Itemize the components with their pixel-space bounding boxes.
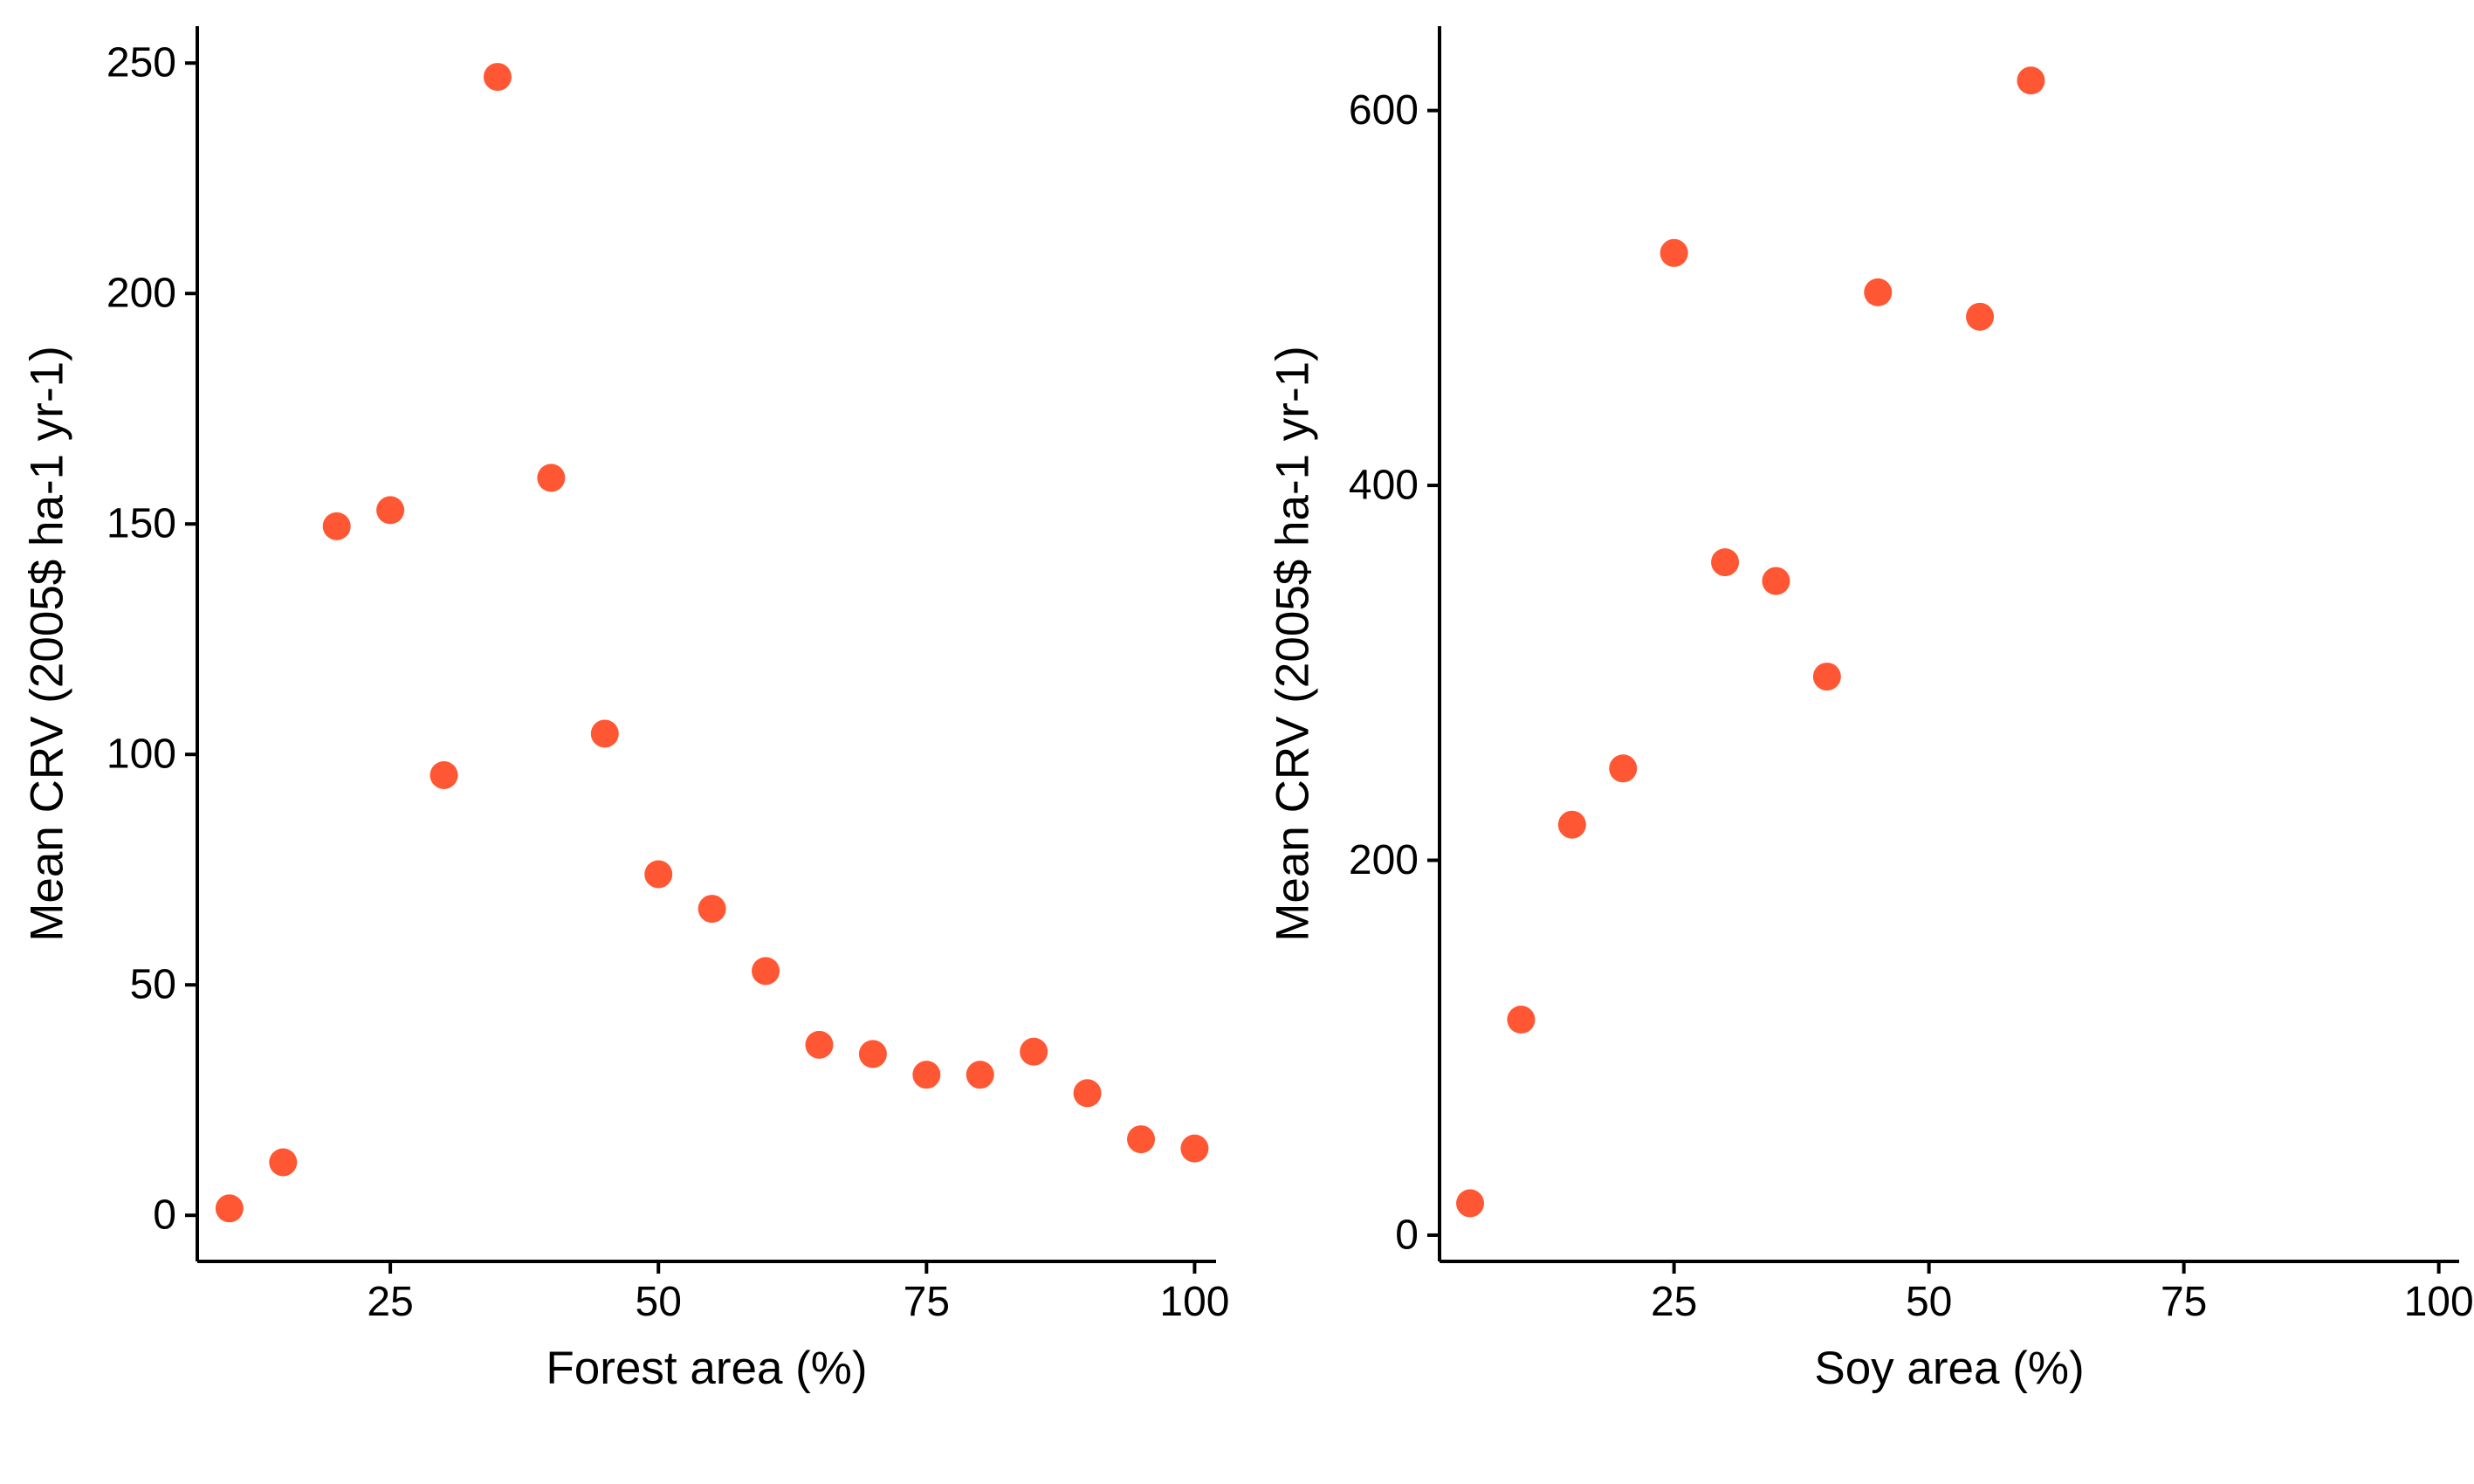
forest-y-axis-title: Mean CRV (2005$ ha-1 yr-1) xyxy=(22,346,73,941)
soy-data-point xyxy=(2017,66,2045,95)
forest-data-point xyxy=(376,496,405,525)
forest-x-tick-label: 100 xyxy=(1159,1279,1229,1325)
forest-data-point xyxy=(858,1040,887,1068)
soy-data-point xyxy=(1966,302,1995,331)
forest-data-point xyxy=(752,957,780,986)
soy-y-axis-title: Mean CRV (2005$ ha-1 yr-1) xyxy=(1268,346,1319,941)
soy-data-point xyxy=(1660,238,1688,267)
forest-data-point xyxy=(1180,1134,1209,1163)
soy-data-point xyxy=(1762,567,1790,595)
soy-y-tick-label: 600 xyxy=(1349,87,1419,134)
forest-area-panel: 0 50 100 150 200 250 25 50 75 100 Forest area (%) M… xyxy=(22,26,1229,1394)
forest-y-tick-label: 50 xyxy=(130,962,176,1008)
soy-y-tick-label: 400 xyxy=(1349,463,1419,509)
forest-data-point xyxy=(215,1194,244,1223)
forest-data-point xyxy=(966,1061,994,1089)
forest-y-tick-label: 100 xyxy=(107,732,176,778)
forest-data-point xyxy=(912,1061,941,1089)
forest-y-tick-label: 150 xyxy=(107,501,176,547)
forest-y-tick-label: 0 xyxy=(153,1192,176,1239)
forest-data-point xyxy=(698,895,726,924)
forest-data-point xyxy=(805,1030,834,1059)
forest-data-point xyxy=(1073,1079,1102,1108)
forest-data-point xyxy=(430,760,458,789)
soy-x-tick-label: 50 xyxy=(1906,1279,1952,1325)
forest-data-point xyxy=(269,1148,298,1177)
forest-x-tick-label: 75 xyxy=(904,1279,950,1325)
soy-data-point xyxy=(1557,810,1586,839)
forest-data-point xyxy=(590,719,619,748)
soy-data-point xyxy=(1812,663,1841,691)
forest-data-point xyxy=(644,860,673,889)
soy-area-panel: 0 200 400 600 25 50 75 100 Soy area (%) Mean CRV … xyxy=(1268,26,2474,1394)
soy-x-tick-label: 75 xyxy=(2161,1279,2207,1325)
soy-data-point xyxy=(1609,754,1638,783)
soy-data-point xyxy=(1507,1006,1536,1034)
forest-data-point xyxy=(1127,1125,1156,1154)
soy-x-axis-title: Soy area (%) xyxy=(1814,1343,2084,1394)
forest-x-tick-label: 25 xyxy=(367,1279,413,1325)
forest-y-tick-label: 200 xyxy=(107,271,176,317)
forest-data-point xyxy=(483,63,512,92)
forest-y-tick-label: 250 xyxy=(107,40,176,86)
soy-x-tick-label: 100 xyxy=(2404,1279,2474,1325)
forest-data-point xyxy=(1020,1037,1048,1066)
soy-data-point xyxy=(1711,548,1740,577)
forest-data-point xyxy=(322,512,351,540)
forest-x-tick-label: 50 xyxy=(636,1279,682,1325)
soy-y-tick-label: 200 xyxy=(1349,837,1419,883)
soy-data-point xyxy=(1456,1189,1485,1218)
soy-y-tick-label: 0 xyxy=(1395,1212,1419,1258)
forest-data-point xyxy=(537,464,566,492)
soy-data-point xyxy=(1864,278,1893,306)
soy-x-tick-label: 25 xyxy=(1651,1279,1697,1325)
forest-x-axis-title: Forest area (%) xyxy=(546,1343,867,1394)
